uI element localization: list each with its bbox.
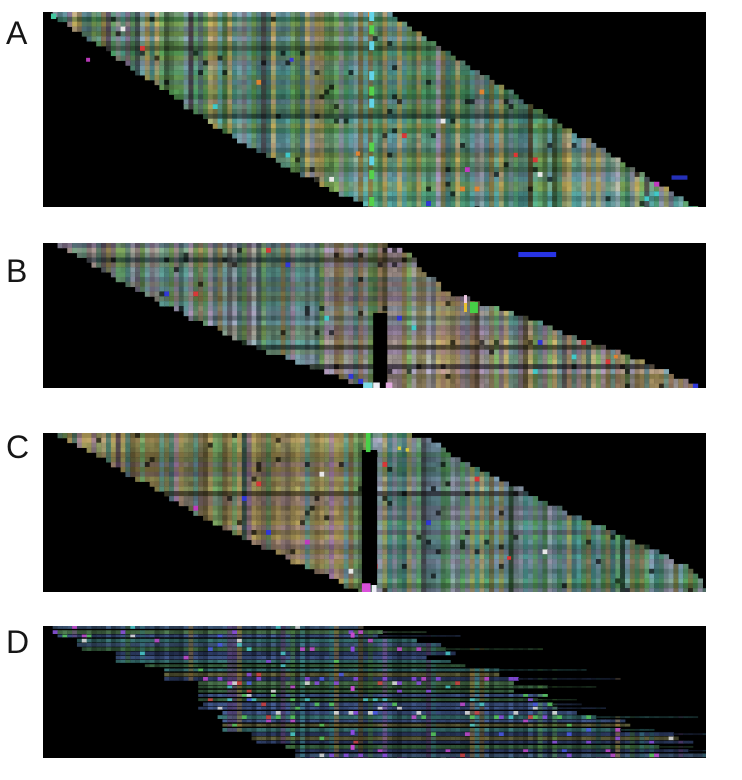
panel-label-a: A <box>6 15 28 51</box>
panel-b-alignment-heatmap <box>43 243 706 388</box>
panel-label-b: B <box>6 253 28 289</box>
panel-c-alignment-heatmap <box>43 433 706 592</box>
panel-a-alignment-heatmap <box>43 12 706 207</box>
panel-label-c: C <box>6 429 30 465</box>
panel-d-alignment-heatmap <box>43 626 706 758</box>
panel-label-d: D <box>6 624 30 660</box>
